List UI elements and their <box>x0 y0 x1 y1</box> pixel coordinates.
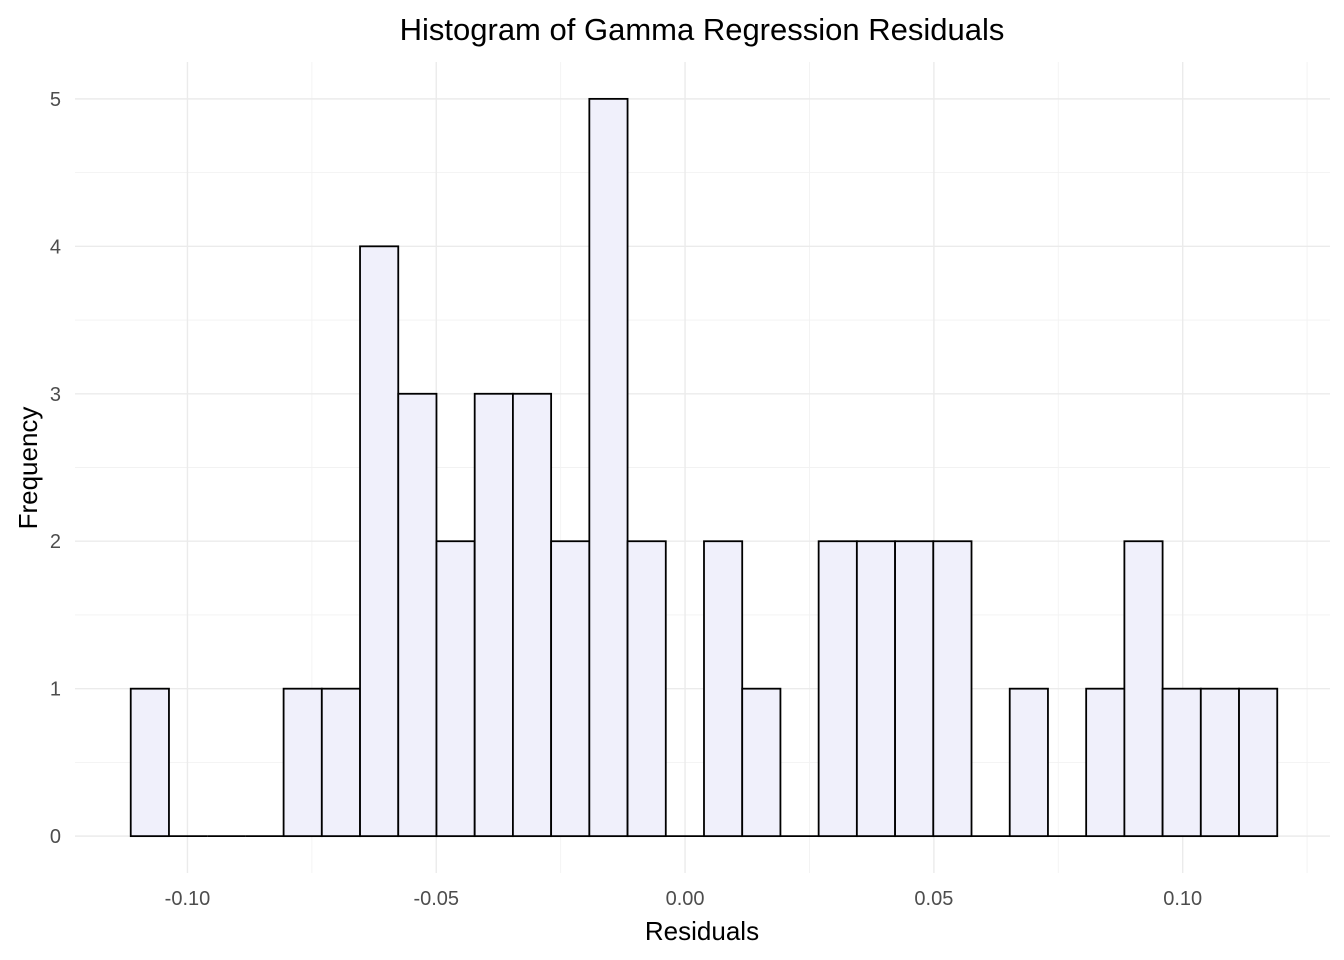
histogram-bar <box>817 540 858 838</box>
histogram-bar <box>932 540 973 838</box>
histogram-bar <box>1199 687 1240 838</box>
histogram-bar <box>282 687 323 838</box>
histogram-bar <box>703 540 744 838</box>
histogram-bar <box>626 540 667 838</box>
y-tick-label: 4 <box>50 236 61 258</box>
histogram-bar <box>741 687 782 838</box>
histogram-bar <box>588 97 629 838</box>
x-axis-ticks: -0.10 -0.05 0.00 0.05 0.10 <box>165 888 1203 910</box>
histogram-bar <box>359 245 400 838</box>
histogram-bar <box>1123 540 1164 838</box>
histogram-bar <box>129 687 170 838</box>
histogram-bar <box>1238 687 1279 838</box>
histogram-bar <box>435 540 476 838</box>
histogram-bar <box>894 540 935 838</box>
y-tick-label: 3 <box>50 384 61 406</box>
x-tick-label: -0.10 <box>165 888 211 910</box>
x-tick-label: 0.10 <box>1163 888 1202 910</box>
y-tick-label: 0 <box>50 826 61 848</box>
histogram-bars <box>129 97 1279 838</box>
x-tick-label: 0.00 <box>666 888 705 910</box>
y-tick-label: 1 <box>50 679 61 701</box>
histogram-bar <box>1085 687 1126 838</box>
histogram-bar <box>397 392 438 838</box>
histogram-bar <box>1008 687 1049 838</box>
x-tick-label: -0.05 <box>413 888 459 910</box>
histogram-bar <box>550 540 591 838</box>
x-tick-label: 0.05 <box>914 888 953 910</box>
chart-title: Histogram of Gamma Regression Residuals <box>400 12 1005 47</box>
histogram-bar <box>512 392 553 838</box>
x-axis-title: Residuals <box>645 916 759 946</box>
histogram-bar <box>473 392 514 838</box>
y-tick-label: 2 <box>50 531 61 553</box>
y-tick-label: 5 <box>50 89 61 111</box>
histogram-bar <box>1161 687 1202 838</box>
histogram-bar <box>320 687 361 838</box>
y-axis-title: Frequency <box>13 407 43 530</box>
histogram-bar <box>855 540 896 838</box>
y-axis-ticks: 0 1 2 3 4 5 <box>50 89 61 848</box>
